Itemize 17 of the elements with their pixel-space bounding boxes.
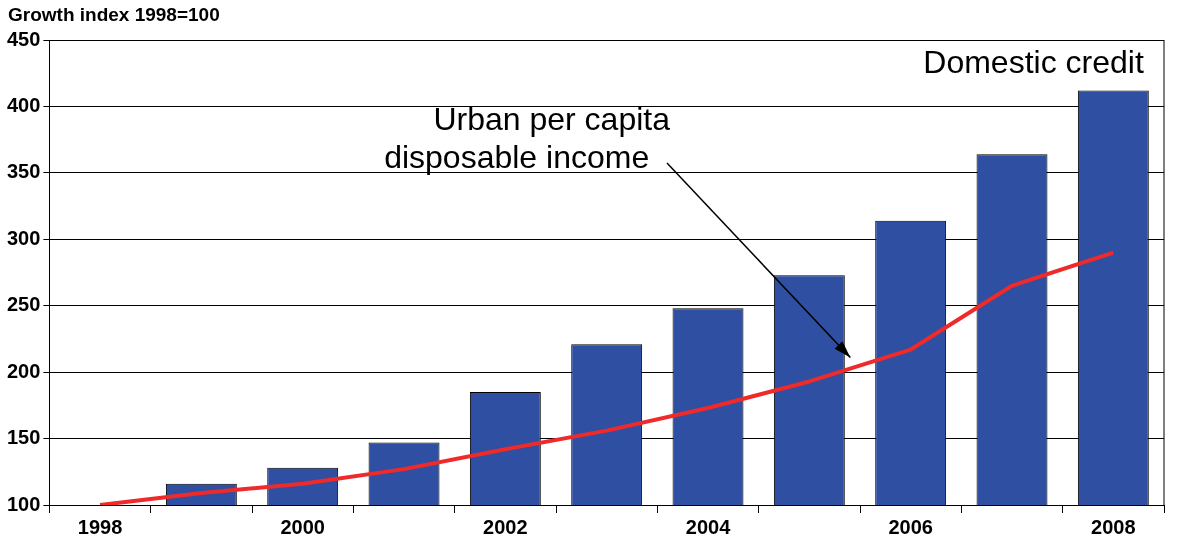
y-tick-label: 100 bbox=[6, 492, 41, 515]
y-tick-label: 200 bbox=[6, 359, 41, 382]
text: Urban per capita disposable income bbox=[384, 100, 671, 175]
x-tick-label: 2006 bbox=[888, 515, 933, 538]
y-tick-label: 250 bbox=[6, 293, 41, 316]
x-tick-label: 2000 bbox=[280, 515, 325, 538]
series-label: Domestic credit bbox=[923, 44, 1144, 81]
y-axis-title: Growth index 1998=100 bbox=[8, 4, 220, 26]
x-tick-label: 2008 bbox=[1091, 515, 1136, 538]
y-tick-label: 150 bbox=[6, 426, 41, 449]
x-tick-label: 2004 bbox=[685, 515, 732, 538]
x-tick-label: 1998 bbox=[77, 515, 123, 538]
x-tick-label: 2002 bbox=[483, 515, 528, 538]
y-tick-label: 350 bbox=[6, 160, 41, 183]
y-tick-label: 400 bbox=[6, 93, 41, 116]
y-tick-label: 450 bbox=[6, 27, 41, 50]
y-tick-label: 300 bbox=[6, 226, 41, 249]
